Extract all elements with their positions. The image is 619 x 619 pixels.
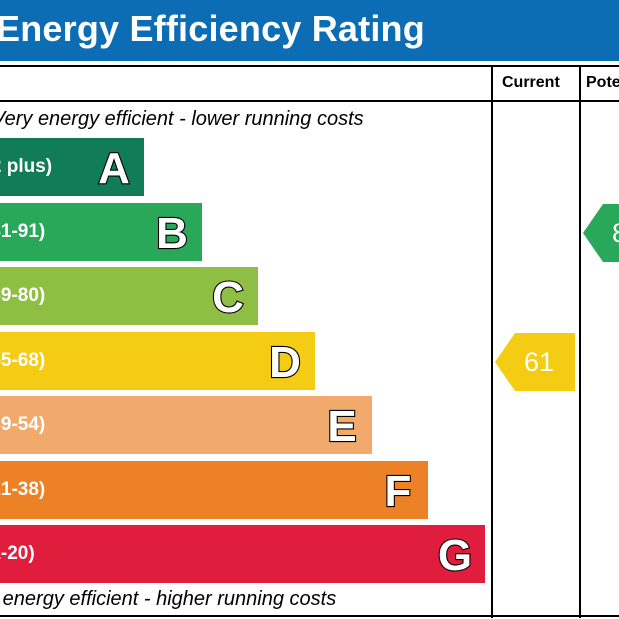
band-e: (39-54) E <box>0 396 372 454</box>
current-rating-indicator: 61 <box>495 333 575 391</box>
band-letter-text: F <box>385 467 412 515</box>
potential-rating-arrow-shape <box>583 204 619 262</box>
band-letter: C <box>211 272 245 321</box>
current-column-header: Current <box>502 74 560 91</box>
band-f: (21-38) F <box>0 461 428 519</box>
band-letter: A <box>97 143 131 192</box>
potential-rating-value: 85 <box>583 204 619 262</box>
potential-column-header: Potential <box>586 74 619 91</box>
band-letter-text: D <box>269 338 301 386</box>
band-range-label: (39-54) <box>0 414 46 435</box>
band-range-label: (81-91) <box>0 221 46 242</box>
band-letter-text: E <box>327 402 356 450</box>
current-rating-arrow <box>495 333 575 391</box>
band-a: (92 plus) A <box>0 138 144 196</box>
current-rating-arrow-shape <box>495 333 575 391</box>
band-c: (69-80) C <box>0 267 258 325</box>
band-range-label: (55-68) <box>0 350 46 371</box>
potential-column-divider <box>579 65 581 618</box>
band-range-label: (92 plus) <box>0 156 53 177</box>
band-letter: G <box>437 530 473 579</box>
current-rating-value: 61 <box>523 346 555 377</box>
band-range-label: (69-80) <box>0 285 46 306</box>
band-b: (81-91) B <box>0 203 202 261</box>
current-column-divider <box>491 65 493 618</box>
band-letter: B <box>155 208 189 257</box>
header-divider <box>0 100 619 102</box>
band-range-label: (21-38) <box>0 479 46 500</box>
band-g: (1-20) G <box>0 525 485 583</box>
band-letter-text: G <box>438 531 472 579</box>
potential-rating-arrow <box>583 204 619 262</box>
chart-title: Energy Efficiency Rating <box>0 8 425 49</box>
band-letter: E <box>326 401 358 450</box>
band-range-label: (1-20) <box>0 543 35 564</box>
band-letter-text: C <box>212 273 244 321</box>
band-letter: D <box>268 337 302 386</box>
bottom-note: Not energy efficient - higher running co… <box>0 588 337 610</box>
potential-rating-indicator: 85 <box>583 204 619 262</box>
band-d: (55-68) D <box>0 332 315 390</box>
top-note: Very energy efficient - lower running co… <box>0 108 364 130</box>
chart-frame <box>0 65 619 617</box>
title-bar: Energy Efficiency Rating <box>0 0 619 61</box>
band-letter: F <box>383 466 412 515</box>
band-letter-text: B <box>156 209 188 257</box>
band-letter-text: A <box>98 144 130 192</box>
